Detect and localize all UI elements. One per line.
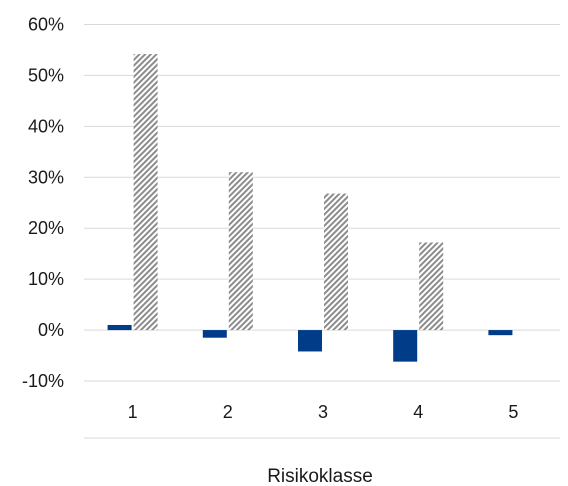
x-tick-label: 2 [223,402,233,422]
bar-series2-class-3 [324,193,348,331]
y-tick-label: -10% [22,371,64,391]
y-tick-label: 60% [28,15,64,35]
x-tick-label: 4 [413,402,423,422]
x-tick-label: 1 [128,402,138,422]
bar-series2-class-2 [228,172,253,331]
bar-series1-class-2 [202,330,227,338]
bars [107,54,513,362]
bar-series2-class-1 [133,54,158,331]
gridlines [84,24,560,382]
y-tick-label: 50% [28,65,64,85]
y-tick-label: 40% [28,116,64,136]
y-axis-tick-labels: 60% 50% 40% 30% 20% 10% 0% -10% [22,15,64,392]
y-tick-label: 20% [28,218,64,238]
bar-series1-class-4 [393,330,418,362]
x-tick-label: 5 [508,402,518,422]
x-axis-title: Risikoklasse [267,466,373,486]
bar-series1-class-5 [488,330,513,336]
bar-series1-class-1 [107,324,132,331]
bar-series2-class-4 [419,242,444,331]
x-axis-tick-labels: 1 2 3 4 5 [128,402,519,422]
bar-series1-class-3 [298,330,322,352]
y-tick-label: 0% [38,320,64,340]
y-tick-label: 10% [28,269,64,289]
x-tick-label: 3 [318,402,328,422]
y-tick-label: 30% [28,167,64,187]
